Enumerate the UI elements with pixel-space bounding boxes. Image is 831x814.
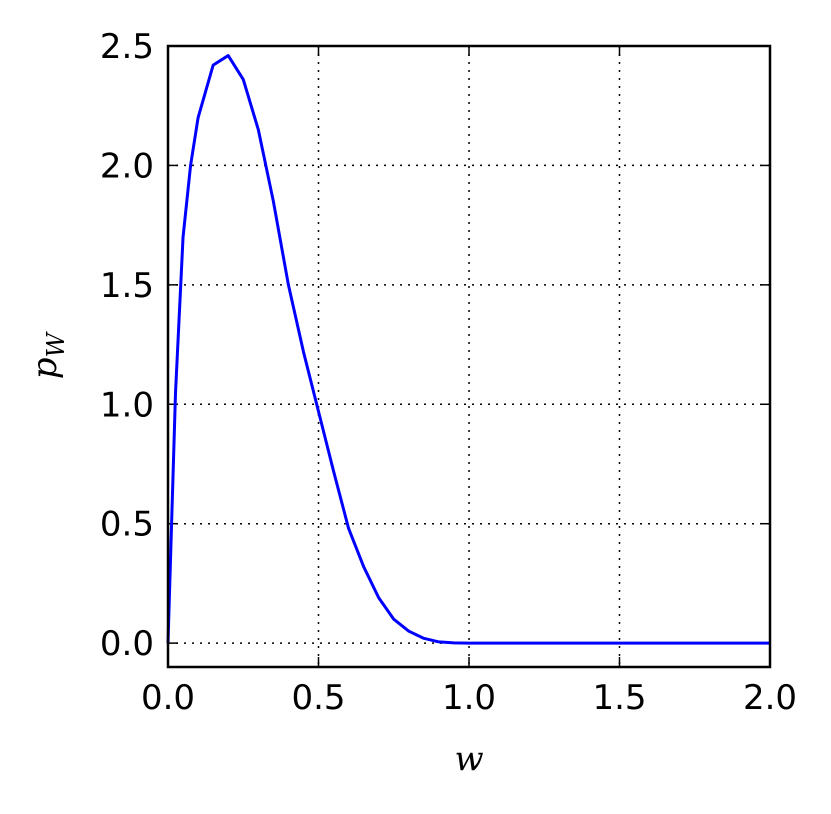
y-tick-label: 0.5 [100,505,154,545]
y-tick-label: 1.0 [100,385,154,425]
y-tick-label: 2.0 [100,146,154,186]
x-axis-label: w [454,739,483,779]
y-axis-label-main: p [25,357,65,379]
x-tick-label: 0.0 [141,678,195,718]
plot-frame [166,44,772,669]
x-tick-label: 1.5 [592,678,646,718]
y-tick-label: 0.0 [100,624,154,664]
data-line [166,54,770,645]
y-axis-label: pW [25,330,70,379]
y-axis-label-sub: W [42,330,70,357]
y-tick-label: 2.5 [100,27,154,67]
y-tick-label: 1.5 [100,266,154,306]
x-tick-label: 0.5 [291,678,345,718]
x-tick-label: 1.0 [442,678,496,718]
x-tick-label: 2.0 [743,678,797,718]
